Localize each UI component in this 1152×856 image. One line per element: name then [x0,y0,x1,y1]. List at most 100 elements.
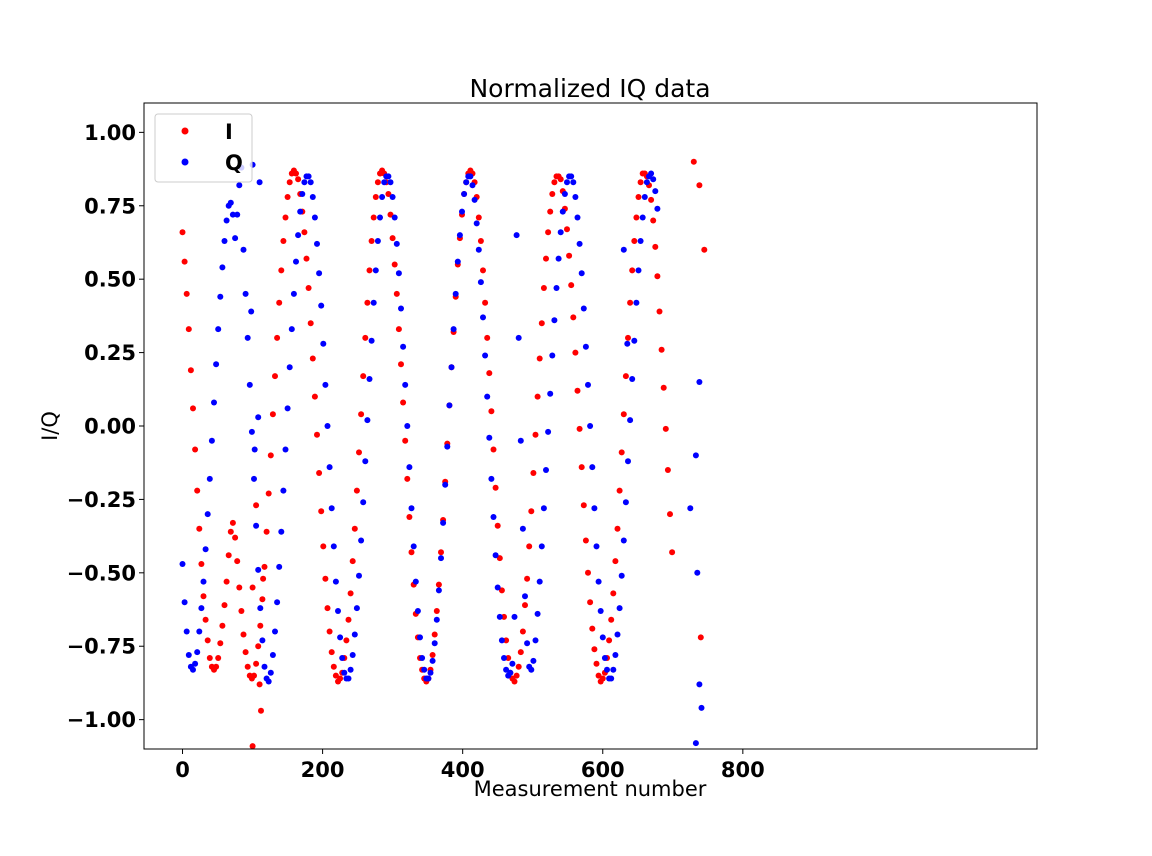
data-point-i [320,543,327,550]
data-point-i [503,637,510,644]
data-point-i [200,593,207,600]
data-point-q [223,217,230,224]
data-point-i [362,334,369,341]
data-point-q [215,326,222,333]
data-point-q [589,464,596,471]
data-point-i [648,196,655,203]
data-point-q [448,364,455,371]
data-point-q [459,208,465,215]
data-point-i [307,320,314,327]
data-point-i [477,238,484,244]
data-point-q [574,214,581,221]
data-point-q [385,173,392,180]
data-point-q [595,578,602,585]
data-point-q [374,238,381,244]
data-point-q [696,379,703,385]
data-point-i [589,625,596,632]
data-point-q [572,194,579,200]
data-point-i [249,743,256,750]
data-point-q [528,666,535,673]
data-point-i [185,326,192,333]
data-point-i [253,660,260,667]
data-point-q [179,561,186,567]
data-point-q [251,475,257,482]
data-point-i [662,425,669,432]
legend-label-q: Q [225,151,243,175]
data-point-i [345,616,352,623]
data-point-i [223,578,230,585]
data-point-q [509,660,516,667]
data-point-q [591,505,598,512]
data-point-i [402,437,409,444]
data-point-q [410,543,417,550]
data-point-i [389,235,396,242]
data-point-i [429,652,436,658]
data-point-q [255,566,262,573]
data-point-q [482,352,489,359]
data-point-q [194,649,201,656]
data-point-i [316,470,323,476]
data-point-i [536,355,543,362]
data-point-q [433,616,440,623]
data-point-i [278,267,285,274]
x-tick-label: 0 [175,758,190,782]
data-point-i [637,179,644,186]
x-tick-label: 600 [581,758,625,782]
data-point-i [343,637,350,644]
data-point-i [566,252,573,259]
data-point-q [549,352,556,359]
data-point-q [429,657,436,664]
data-point-i [322,575,329,582]
data-point-i [408,549,415,556]
data-point-i [660,384,667,391]
data-point-q [398,305,404,312]
data-point-i [196,525,203,532]
data-point-q [543,467,549,473]
data-point-q [570,179,577,186]
data-point-q [391,214,398,221]
data-point-q [232,235,239,242]
data-point-i [522,602,528,609]
data-point-q [627,417,634,424]
data-point-q [488,475,495,482]
data-point-i [259,596,266,603]
data-point-q [337,634,344,641]
data-point-q [387,179,394,186]
data-point-q [696,681,703,688]
legend-marker-q [181,158,189,166]
data-point-i [263,528,270,535]
data-point-q [240,246,247,253]
data-point-q [440,519,447,526]
data-point-i [366,267,373,274]
data-point-q [578,270,585,277]
data-point-q [484,393,491,400]
data-point-i [356,449,362,456]
data-point-q [248,308,255,315]
data-point-q [353,605,360,612]
data-point-q [687,505,694,512]
data-point-i [484,334,491,341]
data-point-i [253,502,260,509]
y-tick-label: 0.75 [84,194,136,218]
data-point-q [654,205,661,212]
data-point-i [667,511,673,518]
data-point-i [395,326,402,333]
data-point-q [580,305,587,312]
data-point-q [261,663,268,670]
data-point-q [372,267,379,274]
data-point-i [513,672,520,679]
data-point-q [408,505,415,512]
data-point-q [208,437,215,444]
data-point-q [532,637,539,644]
data-point-i [202,616,209,623]
data-point-q [473,220,480,227]
data-point-i [431,631,438,638]
data-point-i [324,605,331,612]
data-point-i [295,176,302,183]
data-point-i [545,229,552,236]
data-point-q [507,669,514,676]
data-point-q [267,669,274,676]
data-point-q [431,640,438,647]
data-point-q [417,634,423,641]
data-point-i [697,634,704,641]
